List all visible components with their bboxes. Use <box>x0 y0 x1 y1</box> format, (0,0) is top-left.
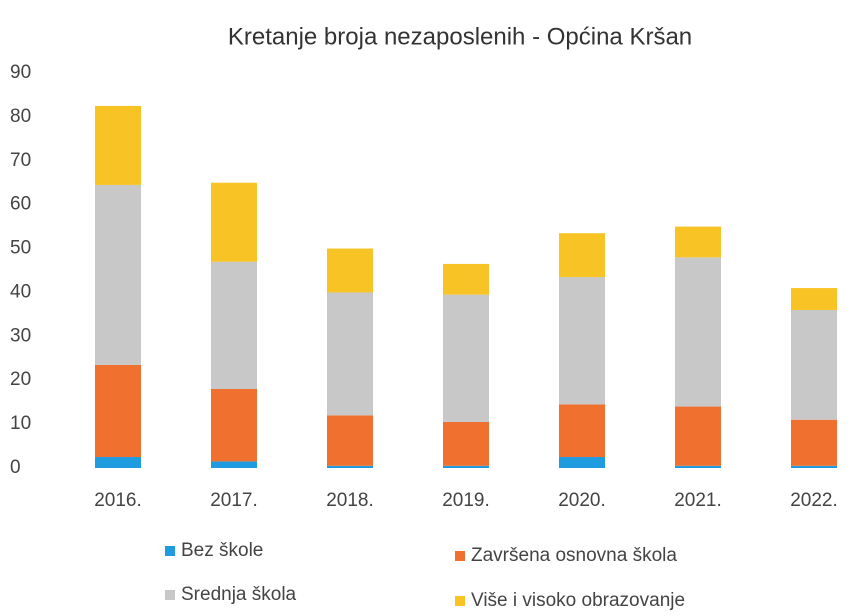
bar-segment <box>559 233 605 278</box>
bar-segment <box>327 292 373 416</box>
x-tick-label: 2017. <box>210 490 258 511</box>
bar-segment <box>95 105 141 185</box>
x-tick-label: 2019. <box>442 490 490 511</box>
y-tick-label: 30 <box>10 325 31 346</box>
bar-segment <box>95 364 141 458</box>
legend-swatch <box>165 546 175 556</box>
bar-segment <box>675 257 721 407</box>
x-tick-label: 2016. <box>94 490 142 511</box>
y-tick-label: 90 <box>10 62 31 83</box>
bar-segment <box>327 248 373 293</box>
bar-segment <box>791 310 837 420</box>
bar-segment <box>675 465 721 468</box>
bar-segment <box>95 457 141 468</box>
legend-label: Srednja škola <box>181 584 297 605</box>
bar-segment <box>211 261 257 389</box>
chart-title: Kretanje broja nezaposlenih - Općina Krš… <box>228 23 692 50</box>
bar-segment <box>791 419 837 466</box>
bar-segment <box>211 389 257 462</box>
y-tick-label: 60 <box>10 194 31 215</box>
bar-segment <box>211 461 257 468</box>
x-tick-label: 2020. <box>558 490 606 511</box>
bar-segment <box>95 184 141 365</box>
legend-label: Više i visoko obrazovanje <box>471 590 685 611</box>
x-tick-label: 2018. <box>326 490 374 511</box>
y-tick-label: 50 <box>10 238 31 259</box>
x-tick-label: 2022. <box>790 490 838 511</box>
y-tick-label: 0 <box>10 457 21 478</box>
legend-swatch <box>455 596 465 606</box>
bar-segment <box>443 263 489 295</box>
bar-segment <box>443 421 489 466</box>
bar-segment <box>559 457 605 468</box>
legend-label: Bez škole <box>181 540 263 561</box>
bar-segment <box>443 294 489 422</box>
y-tick-label: 20 <box>10 369 31 390</box>
legend-swatch <box>455 551 465 561</box>
bar-segment <box>791 288 837 310</box>
legend-swatch <box>165 590 175 600</box>
bar-segment <box>327 465 373 468</box>
y-tick-label: 80 <box>10 106 31 127</box>
bar-segment <box>675 226 721 258</box>
bar-segment <box>327 415 373 466</box>
x-tick-label: 2021. <box>674 490 722 511</box>
y-tick-label: 10 <box>10 413 31 434</box>
legend-label: Završena osnovna škola <box>471 545 677 566</box>
bar-segment <box>559 277 605 405</box>
y-tick-label: 40 <box>10 281 31 302</box>
bar-segment <box>791 465 837 468</box>
bar-segment <box>443 465 489 468</box>
bar-segment <box>559 404 605 458</box>
bar-segment <box>675 406 721 466</box>
bar-segment <box>211 182 257 262</box>
y-tick-label: 70 <box>10 150 31 171</box>
